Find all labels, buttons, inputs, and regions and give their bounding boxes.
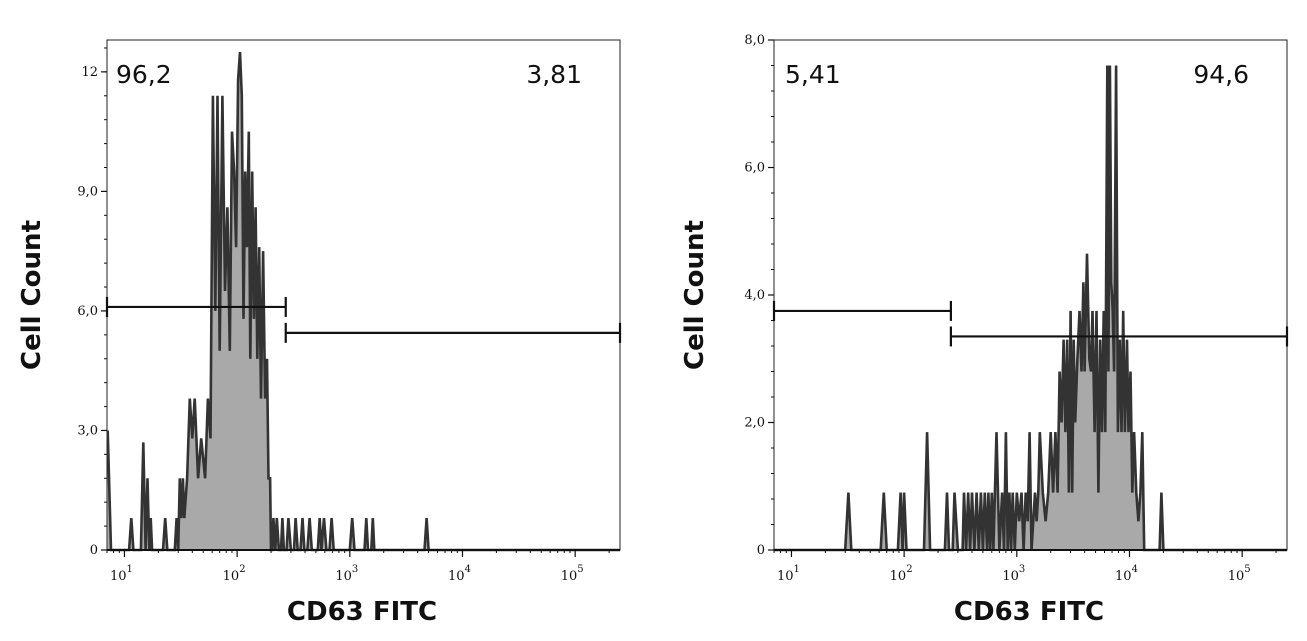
histogram-fill bbox=[107, 52, 620, 550]
x-tick-label: 101 bbox=[110, 564, 133, 584]
x-tick-label: 104 bbox=[448, 564, 471, 584]
x-tick-label: 105 bbox=[561, 564, 584, 584]
right-histogram: 101 102 103 104 105 0 2,0 4,0 6,0 8,0 5,41 94,6 CD63… bbox=[680, 33, 1289, 627]
gate-percent-label: 96,2 bbox=[116, 60, 172, 89]
left-histogram: 101 102 103 104 105 0 3,0 6,0 9,0 12 96,2 3,81 CD63 … bbox=[17, 39, 622, 627]
gate-percent-label: 94,6 bbox=[1193, 60, 1249, 89]
y-tick-label: 3,0 bbox=[77, 423, 98, 438]
x-tick-label: 102 bbox=[890, 564, 913, 584]
y-tick-label: 0 bbox=[757, 543, 765, 558]
y-axis-title: Cell Count bbox=[680, 220, 710, 370]
y-tick-label: 2,0 bbox=[744, 416, 765, 431]
x-tick-label: 102 bbox=[223, 564, 246, 584]
gate-percent-label: 5,41 bbox=[785, 60, 841, 89]
x-axis-title: CD63 FITC bbox=[954, 597, 1104, 627]
x-tick-label: 104 bbox=[1115, 564, 1138, 584]
y-tick-label: 0 bbox=[90, 543, 98, 558]
x-tick-label: 103 bbox=[1002, 564, 1025, 584]
plot-frame bbox=[106, 39, 621, 551]
x-tick-label: 103 bbox=[335, 564, 358, 584]
y-tick-label: 12 bbox=[81, 65, 98, 80]
y-axis-title: Cell Count bbox=[17, 220, 47, 370]
x-tick-label: 105 bbox=[1228, 564, 1251, 584]
y-tick-label: 6,0 bbox=[77, 304, 98, 319]
y-tick-label: 4,0 bbox=[744, 288, 765, 303]
y-tick-label: 8,0 bbox=[744, 33, 765, 48]
y-tick-label: 6,0 bbox=[744, 161, 765, 176]
y-tick-label: 9,0 bbox=[77, 184, 98, 199]
histogram-line bbox=[106, 51, 620, 552]
x-tick-label: 101 bbox=[777, 564, 800, 584]
x-axis-title: CD63 FITC bbox=[287, 597, 437, 627]
histogram-line bbox=[774, 65, 1287, 552]
gate-percent-label: 3,81 bbox=[526, 60, 582, 89]
